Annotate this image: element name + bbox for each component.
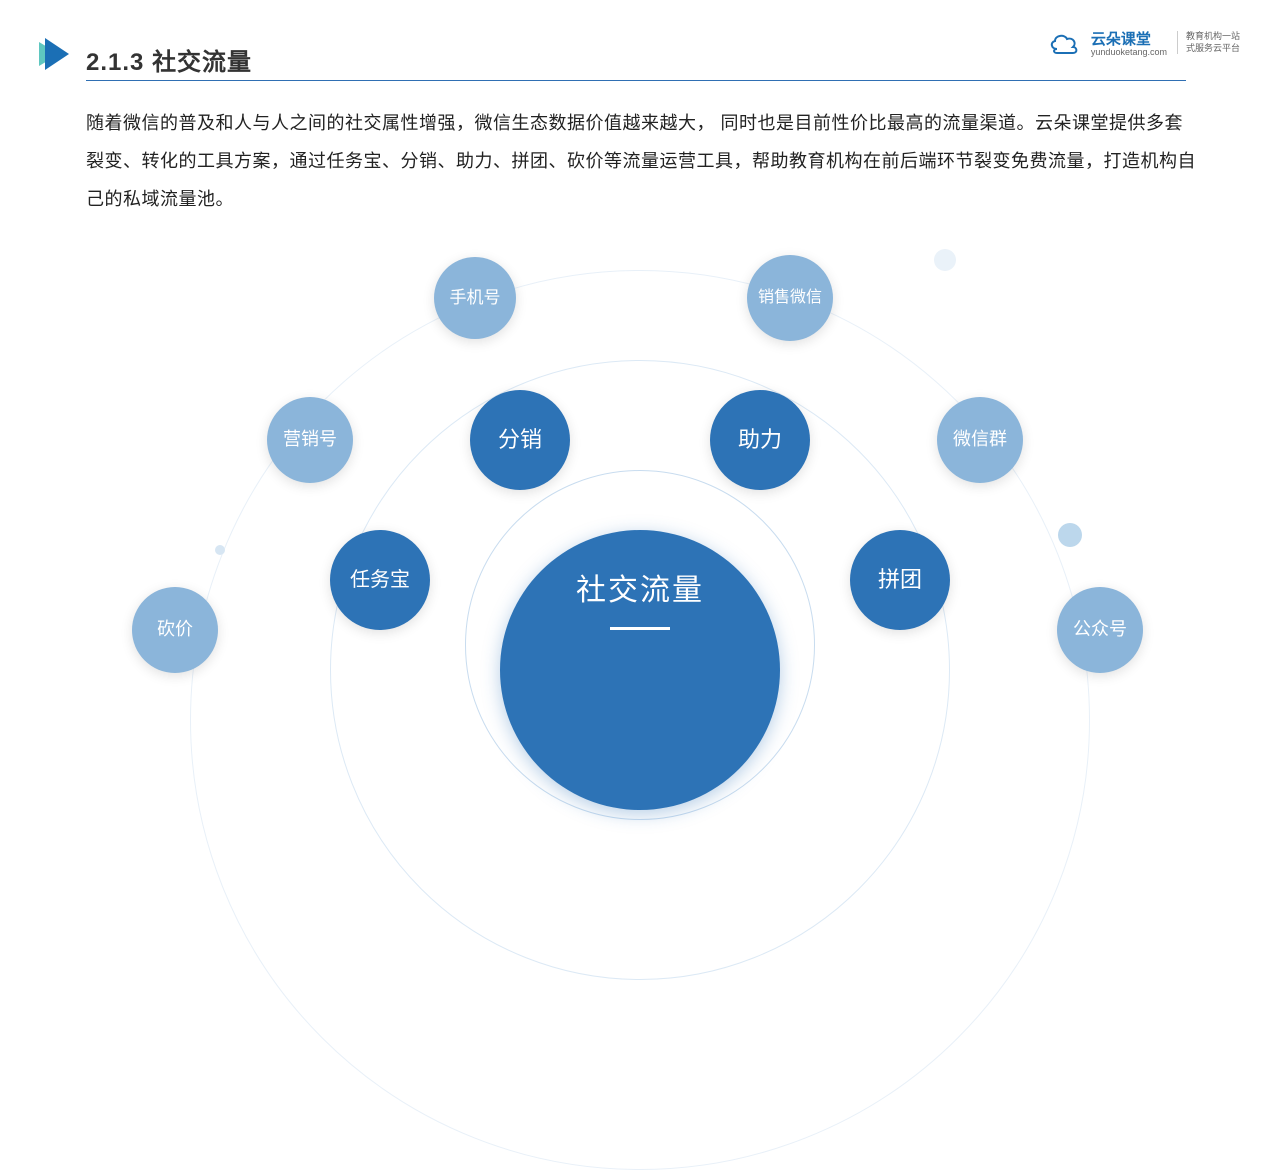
cloud-icon (1047, 31, 1081, 55)
section-title: 2.1.3 社交流量 (86, 42, 252, 77)
slide: 2.1.3 社交流量 云朵课堂 yunduoketang.com 教育机构一站 … (0, 0, 1280, 720)
outer-node: 微信群 (937, 397, 1023, 483)
logo-text-block: 云朵课堂 yunduoketang.com (1091, 28, 1167, 57)
body-paragraph: 随着微信的普及和人与人之间的社交属性增强，微信生态数据价值越来越大， 同时也是目… (86, 105, 1200, 218)
inner-node: 任务宝 (330, 530, 430, 630)
outer-node: 公众号 (1057, 587, 1143, 673)
play-arrow-icon (35, 36, 75, 81)
node-label: 助力 (738, 427, 782, 453)
node-label: 微信群 (953, 429, 1007, 451)
tagline-line-2: 式服务云平台 (1186, 43, 1240, 55)
node-label: 砍价 (157, 619, 193, 641)
node-label: 手机号 (450, 288, 501, 308)
brand-tagline: 教育机构一站 式服务云平台 (1177, 31, 1240, 54)
node-label: 营销号 (283, 429, 337, 451)
decorative-dot (1058, 523, 1082, 547)
node-label: 拼团 (878, 567, 922, 593)
node-label: 任务宝 (350, 568, 410, 592)
node-label: 公众号 (1073, 619, 1127, 641)
inner-node: 拼团 (850, 530, 950, 630)
outer-node: 营销号 (267, 397, 353, 483)
brand-name: 云朵课堂 (1091, 31, 1151, 48)
inner-node: 助力 (710, 390, 810, 490)
center-underline (610, 627, 670, 630)
outer-node: 手机号 (434, 257, 516, 339)
outer-node: 销售微信 (747, 255, 833, 341)
center-node-label: 社交流量 (576, 565, 704, 609)
tagline-line-1: 教育机构一站 (1186, 31, 1240, 43)
center-node: 社交流量 (500, 530, 780, 810)
decorative-dot (934, 249, 956, 271)
section-title-text: 社交流量 (152, 49, 252, 76)
brand-domain: yunduoketang.com (1091, 47, 1167, 57)
decorative-dot (215, 545, 225, 555)
inner-node: 分销 (470, 390, 570, 490)
node-label: 销售微信 (758, 288, 822, 307)
brand-logo: 云朵课堂 yunduoketang.com 教育机构一站 式服务云平台 (1047, 28, 1240, 57)
title-underline (86, 80, 1186, 81)
node-label: 分销 (498, 427, 542, 453)
outer-node: 砍价 (132, 587, 218, 673)
radial-diagram: 社交流量 任务宝 分销 助力拼团砍价 营销号 手机号 销售微信微信群公众号 (0, 230, 1280, 720)
section-number: 2.1.3 (86, 49, 144, 76)
